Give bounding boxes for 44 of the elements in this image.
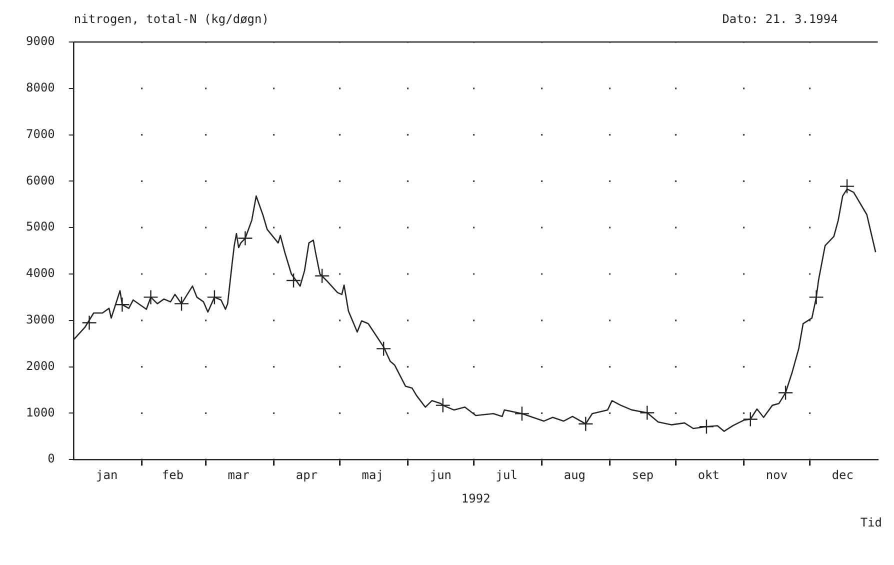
- x-tick-label: jan: [96, 468, 118, 482]
- x-tick-label: nov: [766, 468, 788, 482]
- x-tick-label: okt: [698, 468, 720, 482]
- x-tick-label: sep: [632, 468, 654, 482]
- y-tick-label: 4000: [26, 266, 55, 280]
- point: [143, 290, 158, 305]
- x-tick-label: mar: [228, 468, 250, 482]
- x-tick-label: dec: [832, 468, 854, 482]
- point: [640, 405, 655, 420]
- y-tick-label: 5000: [26, 220, 55, 234]
- y-tick-label: 0: [48, 452, 55, 466]
- x-tick-label: jul: [496, 468, 518, 482]
- point: [376, 341, 392, 356]
- point: [206, 290, 222, 305]
- chart-subtitle: Dato: 21. 3.1994: [722, 12, 838, 26]
- point: [698, 419, 714, 434]
- point: [314, 268, 330, 284]
- x-tick-label: apr: [296, 468, 318, 482]
- y-tick-label: 1000: [26, 405, 55, 420]
- x-tick-label: feb: [162, 468, 184, 482]
- x-axis-title: 1992: [461, 492, 490, 506]
- point: [82, 315, 97, 330]
- y-tick-label: 7000: [26, 126, 55, 141]
- point: [435, 398, 451, 413]
- point: [778, 385, 794, 400]
- y-tick-label: 2000: [26, 358, 55, 373]
- y-tick-label: 3000: [26, 312, 55, 327]
- x-tick-label: maj: [362, 468, 384, 482]
- point: [839, 178, 855, 194]
- point: [286, 272, 302, 288]
- point: [578, 416, 594, 432]
- chart-title: nitrogen, total-N (kg/døgn): [74, 12, 269, 26]
- point: [174, 296, 190, 312]
- point: [238, 230, 253, 246]
- text: Tid: [860, 516, 882, 530]
- x-tick-label: jun: [430, 468, 452, 482]
- y-tick-label: 6000: [26, 173, 55, 188]
- y-tick-label: 8000: [26, 80, 55, 95]
- point: [114, 297, 130, 312]
- y-tick-label: 9000: [26, 34, 55, 48]
- point: [742, 412, 758, 427]
- point: [808, 290, 824, 305]
- point: [514, 406, 530, 422]
- x-tick-label: aug: [564, 468, 586, 482]
